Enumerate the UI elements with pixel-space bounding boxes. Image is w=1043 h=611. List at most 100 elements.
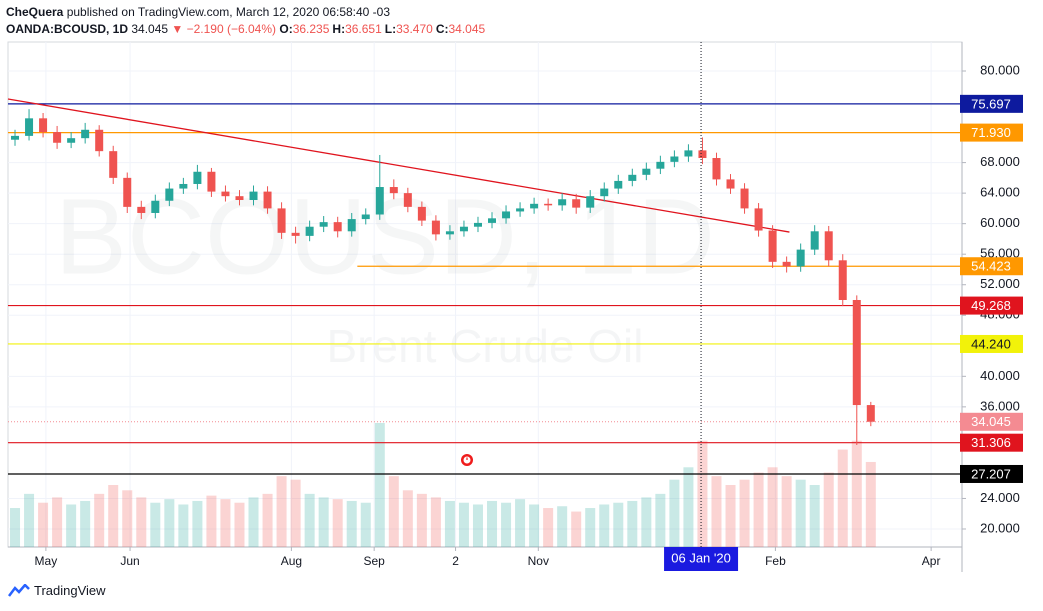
candle-body: [361, 214, 370, 220]
volume-bar: [108, 485, 119, 547]
y-tick-label: 52.000: [980, 276, 1020, 291]
candle-body: [389, 187, 398, 194]
y-tick-label: 80.000: [980, 62, 1020, 77]
trendline: [7, 98, 790, 233]
ohlc-value: 36.651: [345, 22, 382, 36]
volume-bar: [416, 493, 427, 547]
volume-bar: [585, 508, 596, 547]
candle-body: [782, 261, 791, 267]
volume-bar: [753, 472, 764, 547]
y-tick-label: 24.000: [980, 490, 1020, 505]
candle-body: [221, 191, 230, 197]
volume-bar: [795, 479, 806, 547]
volume-bar: [94, 493, 105, 547]
brand: TradingView: [34, 583, 106, 598]
volume-bar: [276, 476, 287, 547]
volume-bar: [487, 500, 498, 547]
volume-bar: [683, 467, 694, 547]
candle-body: [291, 232, 300, 236]
volume-bar: [543, 508, 554, 547]
y-tick-label: 36.000: [980, 398, 1020, 413]
volume-bar: [641, 497, 652, 547]
candle-body: [207, 171, 216, 192]
volume-bar: [430, 497, 441, 547]
volume-bar: [571, 511, 582, 547]
candle-body: [656, 161, 665, 169]
volume-bar: [458, 502, 469, 547]
ohlc: O:36.235 H:36.651 L:33.470 C:34.045: [279, 22, 488, 36]
candle-body: [277, 208, 286, 233]
volume-bar: [374, 423, 385, 547]
author: CheQuera: [6, 5, 64, 19]
volume-bar: [515, 499, 526, 547]
candle-body: [165, 188, 174, 201]
volume-bar: [837, 449, 848, 547]
x-tick-label: Apr: [922, 554, 941, 568]
candle-body: [768, 230, 777, 262]
candle-body: [249, 191, 258, 201]
candle-body: [403, 193, 412, 207]
candle-body: [670, 156, 679, 162]
volume-bar: [234, 502, 245, 547]
volume-bar: [332, 499, 343, 547]
price-label: 75.697: [971, 96, 1011, 111]
candle-body: [67, 138, 76, 143]
candle-body: [726, 179, 735, 189]
ohlc-value: 36.235: [292, 22, 330, 36]
candle-body: [95, 129, 104, 152]
price-label-bg: [960, 94, 1023, 113]
price-label-bg: [960, 296, 1023, 315]
candle-body: [193, 171, 202, 184]
ohlc-label: L:: [384, 22, 397, 36]
candle-body: [305, 226, 314, 236]
watermark-symbol: BCOUSD, 1D: [55, 176, 715, 297]
candle-body: [516, 208, 525, 212]
price-label-bg: [960, 464, 1023, 483]
ohlc-label: H:: [332, 22, 346, 36]
volume-bar: [38, 502, 49, 547]
volume-bar: [262, 493, 273, 547]
alarm-icon: [461, 454, 473, 466]
candle-body: [109, 151, 118, 178]
price-label: 27.207: [971, 466, 1011, 481]
price-label-bg: [960, 433, 1023, 452]
volume-bar: [360, 502, 371, 547]
volume-bar: [669, 479, 680, 547]
volume-bar: [444, 500, 455, 547]
volume-bar: [472, 504, 483, 547]
volume-bar: [290, 479, 301, 547]
price-label: 71.930: [971, 125, 1011, 140]
volume-bar: [739, 479, 750, 547]
volume-bar: [136, 497, 147, 547]
crosshair-label-bg: [664, 547, 739, 571]
candle-body: [263, 191, 272, 209]
price-label-bg: [960, 412, 1023, 431]
x-tick-label: Nov: [528, 554, 549, 568]
ohlc-value: 34.045: [448, 22, 486, 36]
candle-body: [558, 199, 567, 206]
x-tick-label: 2: [452, 554, 459, 568]
candle-body: [502, 211, 511, 219]
y-tick-label: 60.000: [980, 215, 1020, 230]
volume-bar: [402, 490, 413, 547]
candle-body: [488, 218, 497, 223]
candle-body: [600, 188, 609, 197]
volume-bar: [711, 476, 722, 547]
candle-body: [866, 405, 875, 422]
candle-body: [347, 219, 356, 232]
candle-body: [852, 299, 861, 406]
volume-bar: [248, 497, 259, 547]
crosshair-label: 06 Jan '20: [671, 550, 731, 565]
ohlc-label: C:: [435, 22, 449, 36]
volume-bar: [150, 502, 161, 547]
candle-body: [333, 222, 342, 232]
price-label: 54.423: [971, 259, 1011, 274]
candle-body: [11, 135, 20, 140]
volume-bar: [809, 485, 820, 547]
header: CheQuera published on TradingView.com, M…: [6, 4, 488, 38]
volume-bar: [767, 467, 778, 547]
volume-bar: [80, 500, 91, 547]
candle-body: [151, 200, 160, 213]
